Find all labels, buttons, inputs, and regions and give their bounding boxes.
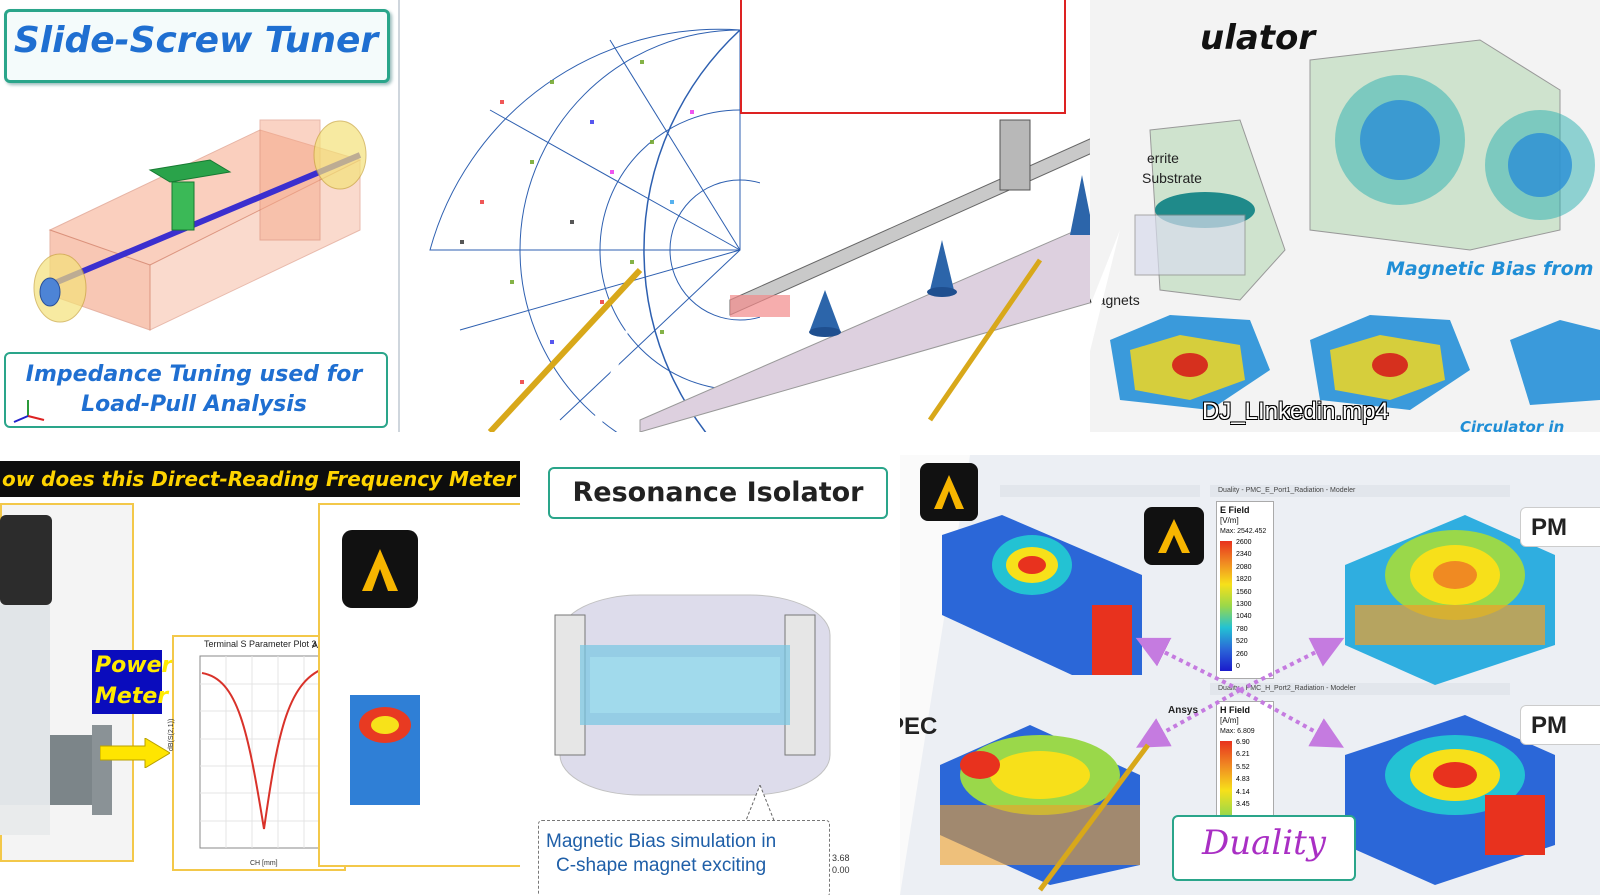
efield-max: Max: 2542.452 — [1220, 528, 1267, 535]
duality-caption-box — [1172, 815, 1356, 881]
efield-tick: 0 — [1236, 662, 1240, 670]
hfield-tick: 4.14 — [1236, 788, 1250, 796]
hfield-window-title: Duality - PMC_H_Port2_Radiation - Modele… — [1218, 685, 1356, 692]
ansys-logo-left — [920, 463, 978, 521]
efield-tick: 520 — [1236, 638, 1248, 646]
efield-window-title: Duality - PMC_E_Port1_Radiation - Modele… — [1218, 487, 1356, 494]
yellow-arrow-icon — [100, 738, 170, 768]
callout-triangle — [744, 785, 776, 824]
freq-meter-banner-bg — [0, 461, 545, 497]
isolator-title-box — [548, 467, 888, 519]
pm-label-bottom: PM — [1520, 705, 1600, 745]
ansys-logo-center-icon — [1158, 519, 1190, 553]
power-meter-line1: Power — [95, 653, 173, 678]
pec-label: PEC — [900, 713, 938, 740]
hfield-ticks: 6.90 6.21 5.52 4.83 4.14 3.45 — [1236, 739, 1270, 813]
isolator-title: Resonance Isolator — [572, 477, 864, 508]
power-meter-line2: Meter — [95, 684, 169, 709]
s-param-plot-ylabel: dB(S(2,1)) — [168, 718, 175, 751]
efield-tick: 2600 — [1236, 539, 1252, 546]
meter-photo — [0, 515, 112, 835]
s-param-plot-xlabel: CH [mm] — [250, 860, 278, 867]
freq-meter-banner: ow does this Direct-Reading Frequency Me… — [2, 467, 560, 491]
ansys-logo-front-icon — [362, 549, 398, 591]
efield-tick: 1040 — [1236, 613, 1252, 621]
tile-duality: Duality - PMC_E_Port1_Radiation - Modele… — [900, 455, 1600, 895]
efield-ticks: 2600 2340 2080 1820 1560 1300 1040 780 5… — [1236, 539, 1270, 675]
duality-arrows — [1135, 637, 1345, 748]
tile-smith-waveguide — [400, 0, 1100, 432]
ansys-brand-text: Ansys — [1168, 705, 1199, 716]
ansys-logo-left-icon — [934, 475, 964, 509]
efield-tick: 260 — [1236, 650, 1248, 658]
efield-tick: 1300 — [1236, 600, 1252, 608]
circulator-models — [1110, 39, 1600, 410]
efield-label: E Field — [1220, 505, 1250, 515]
isolator-corner-val2: 0.00 — [832, 865, 850, 875]
power-meter-label-bg — [92, 650, 162, 714]
circulator-bottom-fragment: Circulator in — [1460, 418, 1565, 432]
ansys-logo-center — [1144, 507, 1204, 565]
circulator-title-fragment: ulator — [1200, 18, 1316, 58]
hfield-tick: 6.21 — [1236, 751, 1250, 759]
label-ferrite: errite — [1147, 150, 1179, 166]
label-substrate: Substrate — [1142, 170, 1202, 186]
slide-screw-tuner-model — [33, 119, 367, 331]
file-label: DJ_LInkedin.mp4 — [1202, 398, 1389, 425]
magnetic-bias-label: Magnetic Bias from — [1386, 258, 1594, 280]
efield-tick: 1560 — [1236, 588, 1252, 596]
pdf-frame-red — [740, 0, 1066, 114]
efield-unit: [V/m] — [1220, 516, 1239, 525]
smith-chart — [429, 28, 760, 432]
axis-triad-icon — [13, 400, 45, 423]
efield-tick: 780 — [1236, 625, 1248, 633]
tile-slide-screw-tuner: Slide-Screw Tuner Impedance Tuning used … — [0, 0, 400, 432]
isolator-model — [554, 594, 831, 796]
slide-screw-title: Slide-Screw Tuner — [13, 20, 379, 61]
hfield-unit: [A/m] — [1220, 716, 1239, 725]
slide-screw-caption-line2: Load-Pull Analysis — [81, 392, 307, 417]
isolator-caption-box — [538, 820, 830, 895]
efield-tick: 2340 — [1236, 551, 1252, 559]
duality-caption: Duality — [1201, 823, 1327, 863]
slide-screw-caption-box — [4, 352, 388, 428]
slide-screw-title-box — [4, 9, 390, 83]
hfield-max: Max: 6.809 — [1220, 728, 1255, 735]
field-preview-model — [350, 695, 420, 805]
slide-screw-caption-line1: Impedance Tuning used for — [25, 362, 363, 387]
hfield-colorbar — [1220, 741, 1232, 815]
isolator-caption-line1: Magnetic Bias simulation in — [546, 831, 777, 852]
tile-resonance-isolator: Resonance Isolator Magnetic Bias simulat… — [520, 455, 940, 895]
hfield-tick: 4.83 — [1236, 776, 1250, 784]
hfield-block-left — [940, 725, 1140, 885]
s-param-plot-title: Terminal S Parameter Plot 3 — [204, 639, 317, 649]
efield-tick: 1820 — [1236, 576, 1252, 584]
tile-frequency-meter: ow does this Direct-Reading Frequency Me… — [0, 455, 560, 895]
s-param-plot — [199, 655, 331, 849]
efield-colorbar — [1220, 541, 1232, 671]
isolator-corner-val1: 3.68 — [832, 853, 850, 863]
waveguide-model — [639, 119, 1100, 432]
efield-tick: 2080 — [1236, 563, 1252, 571]
hfield-tick: 6.90 — [1236, 739, 1250, 746]
hfield-tick: 5.52 — [1236, 763, 1250, 771]
pm-label-top: PM — [1520, 507, 1600, 547]
efield-block-left — [942, 515, 1142, 675]
hfield-block-right — [1345, 715, 1555, 885]
isolator-caption-line2: C-shape magnet exciting — [556, 855, 767, 876]
tile-circulator: ulator errite Substrate Magnets Magnetic… — [1090, 0, 1600, 432]
hfield-tick: 3.45 — [1236, 800, 1250, 808]
efield-block-right — [1345, 515, 1555, 685]
hfield-label: H Field — [1220, 705, 1251, 715]
pointer-stick — [1037, 743, 1151, 892]
